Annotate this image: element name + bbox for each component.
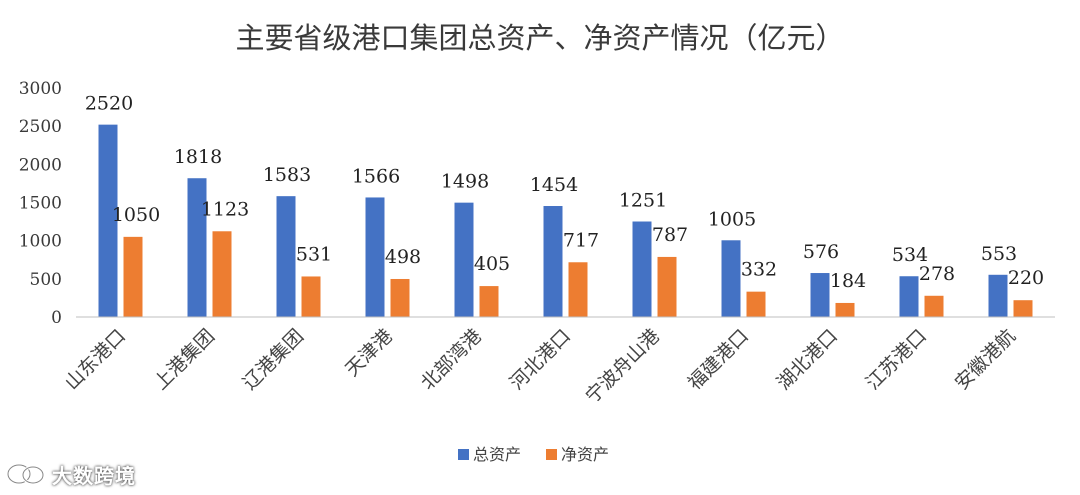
wechat-eye-icon: [6, 463, 45, 485]
category-label: 河北港口: [506, 325, 575, 394]
y-tick-label: 1500: [19, 194, 62, 214]
data-label-total-assets: 1498: [441, 171, 489, 193]
category-label: 宁波舟山港: [581, 325, 664, 408]
data-label-total-assets: 534: [892, 244, 928, 266]
legend-swatch: [546, 449, 557, 460]
category-label: 北部湾港: [417, 325, 486, 394]
bar-net-assets: [123, 236, 143, 317]
bar-total-assets: [721, 240, 741, 317]
y-tick-label: 500: [30, 270, 62, 290]
data-label-net-assets: 332: [741, 259, 777, 281]
legend-label: 净资产: [561, 445, 609, 464]
data-label-net-assets: 220: [1008, 267, 1044, 289]
y-tick-label: 2500: [19, 117, 62, 137]
category-label: 天津港: [341, 325, 397, 381]
category-label: 山东港口: [61, 325, 130, 394]
data-label-total-assets: 1454: [530, 174, 578, 196]
category-label: 湖北港口: [773, 325, 842, 394]
data-label-total-assets: 553: [981, 243, 1017, 265]
y-tick-label: 0: [51, 308, 62, 328]
bar-net-assets: [1013, 300, 1033, 317]
bar-net-assets: [301, 276, 321, 317]
data-label-total-assets: 1251: [619, 190, 667, 212]
data-label-total-assets: 2520: [85, 93, 133, 115]
y-axis: 0 500 1000 1500 2000 2500 3000: [19, 79, 62, 328]
data-label-net-assets: 531: [296, 243, 332, 265]
bar-total-assets: [632, 221, 652, 317]
data-label-total-assets: 1583: [263, 164, 311, 186]
category-label: 安徽港航: [951, 325, 1020, 394]
data-label-total-assets: 1566: [352, 165, 400, 187]
legend: 总资产 净资产: [458, 445, 609, 464]
data-label-net-assets: 1123: [201, 198, 249, 220]
category-label: 辽港集团: [239, 325, 308, 394]
bar-total-assets: [365, 197, 385, 317]
category-label: 上港集团: [150, 325, 219, 394]
bar-total-assets: [988, 274, 1008, 317]
bar-total-assets: [899, 276, 919, 317]
bar-total-assets: [454, 202, 474, 317]
category-label: 江苏港口: [862, 325, 931, 394]
y-tick-label: 1000: [19, 232, 62, 252]
bar-net-assets: [835, 302, 855, 317]
data-label-net-assets: 1050: [112, 204, 160, 226]
bar-total-assets: [98, 124, 118, 317]
category-label: 福建港口: [684, 325, 753, 394]
watermark-text: 大数跨境: [52, 463, 136, 488]
data-label-total-assets: 1818: [174, 146, 222, 168]
data-label-net-assets: 278: [919, 263, 955, 285]
data-label-net-assets: 498: [385, 246, 421, 268]
bar-net-assets: [746, 291, 766, 317]
bar-total-assets: [276, 196, 296, 317]
legend-swatch: [458, 449, 469, 460]
data-label-net-assets: 405: [474, 253, 510, 275]
bar-net-assets: [657, 256, 677, 317]
data-label-total-assets: 1005: [708, 208, 756, 230]
x-axis: 山东港口 上港集团 辽港集团 天津港 北部湾港 河北港口 宁波舟山港 福建港口 湖北港口 江苏港口…: [61, 316, 1055, 408]
legend-label: 总资产: [473, 445, 521, 464]
bar-net-assets: [479, 286, 499, 317]
chart-title: 主要省级港口集团总资产、净资产情况（亿元）: [235, 21, 844, 55]
bar-net-assets: [924, 295, 944, 317]
data-label-net-assets: 184: [830, 270, 866, 292]
bar-net-assets: [390, 278, 410, 317]
bar-total-assets: [810, 273, 830, 317]
bars-group: 2520 1050 1818 1123 1583 531 1566 498 1498 405 145…: [85, 93, 1044, 317]
bar-total-assets: [543, 206, 563, 317]
bar-total-assets: [187, 178, 207, 317]
y-tick-label: 3000: [19, 79, 62, 99]
bar-net-assets: [212, 231, 232, 317]
bar-net-assets: [568, 262, 588, 317]
data-label-net-assets: 717: [563, 229, 599, 251]
watermark: 大数跨境: [6, 458, 136, 490]
data-label-net-assets: 787: [652, 224, 688, 246]
y-tick-label: 2000: [19, 155, 62, 175]
data-label-total-assets: 576: [803, 241, 839, 263]
